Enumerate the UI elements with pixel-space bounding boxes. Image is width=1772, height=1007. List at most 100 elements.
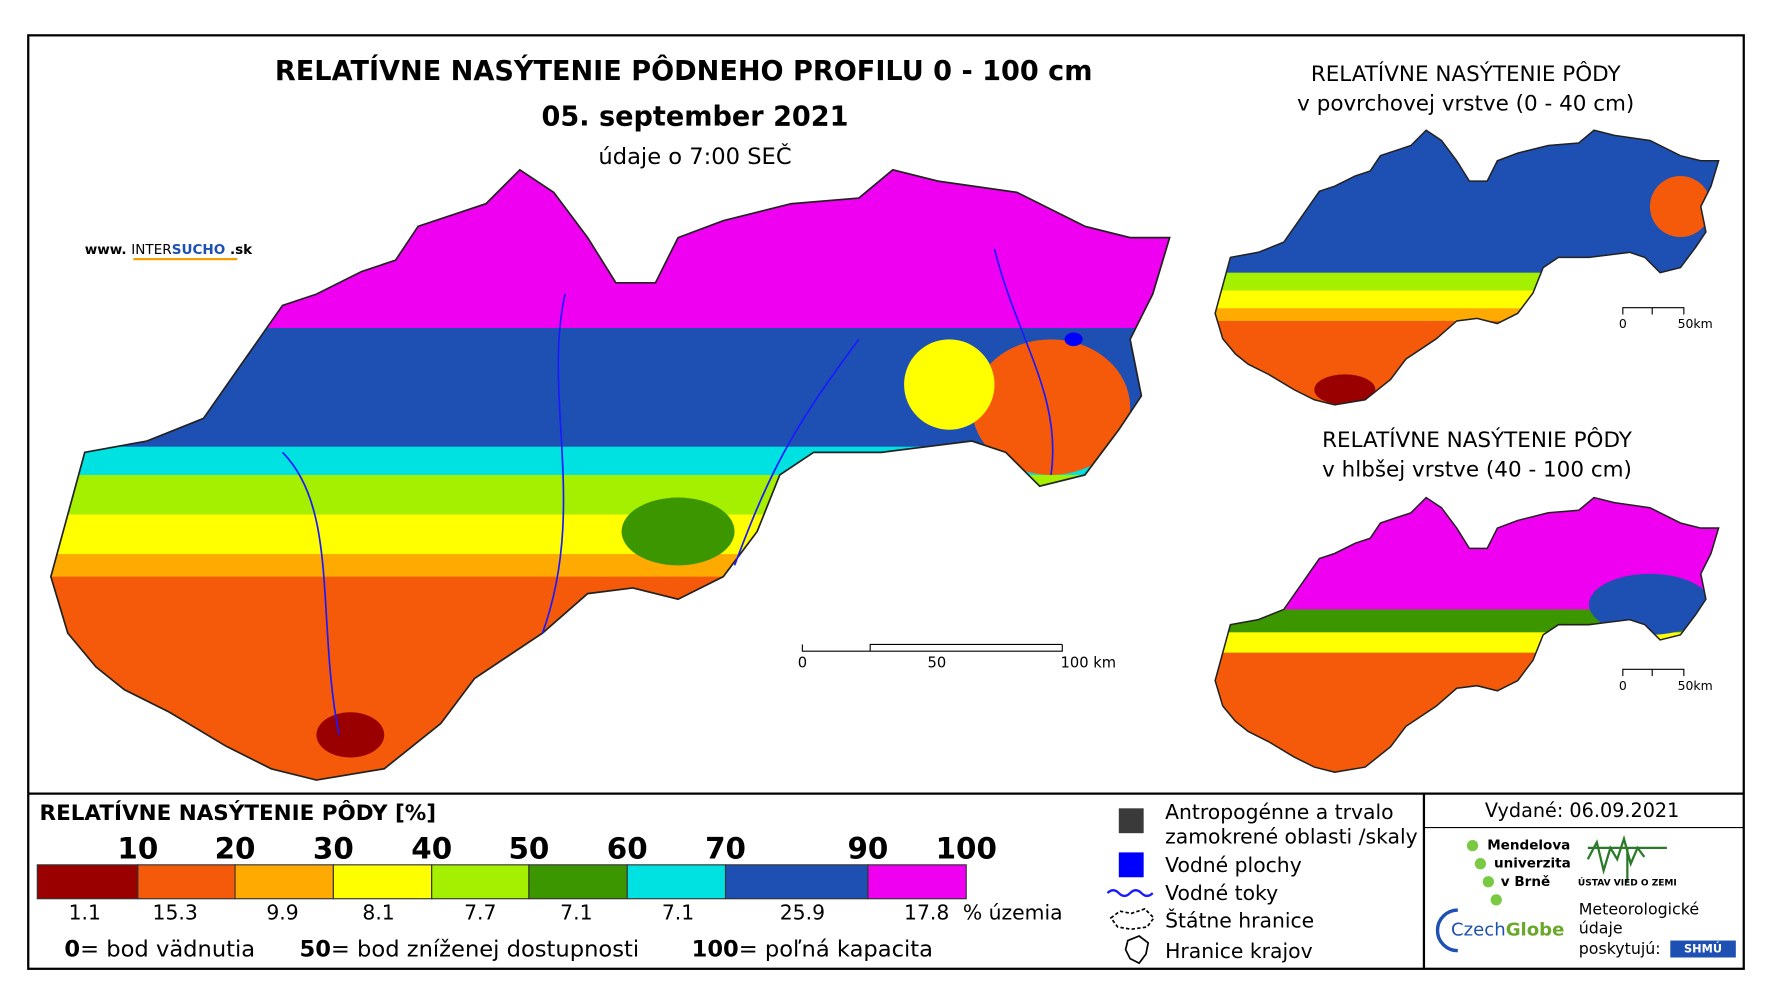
legend-share: 7.1 (662, 900, 694, 924)
map-zone (1588, 573, 1711, 635)
legend-share: 9.9 (266, 900, 298, 924)
credit-text: SHMÚ (1684, 943, 1722, 956)
note: 50= bod zníženej dostupnosti (299, 936, 639, 962)
note: 100= poľná kapacita (692, 936, 933, 962)
legend-title: RELATÍVNE NASÝTENIE PÔDY [%] (40, 800, 437, 826)
scale-label: 0 (798, 655, 807, 672)
inset-title: RELATÍVNE NASÝTENIE PÔDY (1311, 61, 1622, 87)
legend-share: 1.1 (69, 900, 101, 924)
symbol-anthropogenic (1118, 808, 1144, 834)
scale-label: 100 km (1061, 655, 1117, 672)
inset-subtitle: v hlbšej vrstve (40 - 100 cm) (1322, 457, 1632, 482)
water-body (1064, 332, 1083, 347)
legend-share: 7.7 (464, 900, 496, 924)
credit-text: Meteorologické (1579, 900, 1699, 919)
main-scale: 0 50 100 km (798, 643, 1117, 672)
map-zone (621, 497, 735, 566)
symbol-label: Hranice krajov (1165, 939, 1312, 963)
symbol-water (1118, 852, 1144, 878)
share-unit: % územia (963, 900, 1063, 924)
map-zone (904, 339, 995, 430)
symbol-label: Štátne hranice (1165, 907, 1314, 932)
scale-label: 0 (1619, 316, 1627, 331)
note: 0= bod vädnutia (64, 936, 255, 962)
website-prefix: www. (85, 242, 127, 258)
symbol-label: zamokrené oblasti /skaly (1165, 825, 1418, 849)
czechglobe-logo: CzechGlobe (1435, 908, 1564, 953)
legend: 1.1 15.3 9.9 8.1 7.7 7.1 7.1 25.9 17.8 10 20 30 40 50… (36, 832, 997, 924)
note-value: 0 (64, 936, 80, 962)
map-zone (1649, 176, 1711, 238)
scale-label: 50 (928, 655, 947, 672)
map-zone (971, 339, 1131, 475)
symbol-region (1124, 935, 1150, 965)
note-text: = bod vädnutia (80, 936, 255, 962)
legend-threshold: 100 (936, 832, 997, 866)
legend-share: 17.8 (904, 900, 949, 924)
credit-text: CzechGlobe (1451, 919, 1564, 940)
symbol-river (1106, 889, 1154, 898)
note-text: = poľná kapacita (739, 936, 933, 962)
symbol-label: Vodné toky (1165, 881, 1278, 905)
note-text: = bod zníženej dostupnosti (331, 936, 639, 962)
map-zone (1314, 374, 1376, 405)
legend-swatch (626, 864, 727, 900)
legend-swatch (332, 864, 433, 900)
legend-swatch (137, 864, 236, 900)
legend-threshold: 10 (117, 832, 158, 866)
legend-share: 25.9 (780, 900, 825, 924)
river (281, 248, 1054, 736)
legend-threshold: 60 (607, 832, 648, 866)
legend-swatch (234, 864, 334, 900)
legend-swatch (867, 864, 967, 900)
shmu-logo (1670, 940, 1736, 958)
scale-label: 0 (1619, 678, 1627, 693)
symbol-border (1109, 907, 1155, 931)
credit-text: údaje (1579, 919, 1623, 938)
legend-threshold: 40 (411, 832, 452, 866)
legend-swatch (724, 864, 869, 900)
scale-bar (801, 643, 1063, 652)
scale-bar (1622, 668, 1685, 677)
credit-text: poskytujú: (1579, 939, 1661, 958)
credit-text: univerzita (1494, 856, 1571, 872)
credit-text: Mendelova (1487, 838, 1570, 854)
credit-text: ÚSTAV VIED O ZEMI (1578, 876, 1677, 888)
symbol-label: Vodné plochy (1165, 853, 1302, 877)
map-zone (316, 712, 385, 758)
legend-threshold: 20 (215, 832, 256, 866)
legend-swatch (528, 864, 628, 900)
issued: Vydané: 06.09.2021 (1485, 799, 1679, 822)
time: údaje o 7:00 SEČ (598, 142, 791, 170)
legend-share: 15.3 (153, 900, 198, 924)
date: 05. september 2021 (541, 101, 848, 132)
note-value: 50 (299, 936, 330, 962)
website-suffix: .sk (230, 242, 253, 258)
note-value: 100 (692, 936, 739, 962)
scale-label: 50km (1678, 678, 1713, 693)
website-brand: SUCHO (172, 242, 226, 258)
title: RELATÍVNE NASÝTENIE PÔDNEHO PROFILU 0 - … (275, 55, 1093, 87)
legend-threshold: 70 (705, 832, 746, 866)
credit-text: v Brně (1501, 874, 1550, 890)
legend-swatch (36, 864, 139, 900)
legend-swatch (431, 864, 530, 900)
inset-subtitle: v povrchovej vrstve (0 - 40 cm) (1297, 91, 1634, 116)
symbol-label: Antropogénne a trvalo (1165, 800, 1393, 824)
inset-title: RELATÍVNE NASÝTENIE PÔDY (1322, 427, 1633, 453)
credit-text: Czech (1451, 919, 1506, 940)
scale-bar (1622, 307, 1685, 315)
website-brand: INTER (131, 242, 172, 258)
legend-threshold: 90 (847, 832, 888, 866)
website: www. INTERSUCHO .sk (85, 242, 253, 258)
mendel-logo: Mendelova univerzita v Brně (1466, 838, 1571, 906)
ugv-logo: ÚSTAV VIED O ZEMI (1578, 834, 1677, 888)
legend-threshold: 50 (508, 832, 549, 866)
legend-share: 7.1 (560, 900, 592, 924)
legend-threshold: 30 (313, 832, 354, 866)
credit-text: Globe (1506, 919, 1565, 940)
scale-label: 50km (1678, 316, 1713, 331)
legend-share: 8.1 (362, 900, 394, 924)
